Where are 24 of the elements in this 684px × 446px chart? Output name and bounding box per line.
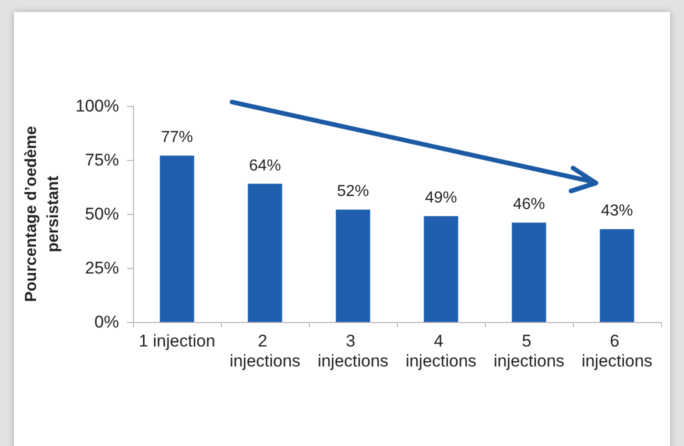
y-tick-label: 75% (84, 150, 119, 170)
bar (336, 210, 370, 322)
y-tick-label: 25% (84, 258, 119, 278)
x-tick-label: 2 injections (230, 332, 300, 370)
x-tick-label: 5 injections (494, 332, 564, 370)
data-label: 64% (248, 157, 282, 174)
bar (160, 156, 194, 322)
y-axis-title: Pourcentage d’oedème persistant (23, 126, 62, 302)
y-tick-label: 0% (94, 312, 119, 332)
data-label: 43% (600, 202, 634, 220)
bar (512, 222, 546, 322)
y-tick-label: 100% (76, 96, 119, 116)
x-tick-label: 6 injections (582, 332, 652, 370)
data-label: 46% (512, 196, 546, 214)
data-label: 49% (424, 190, 458, 207)
bar (248, 184, 282, 322)
data-label: 52% (336, 183, 370, 200)
x-tick-label: 4 injections (406, 332, 476, 370)
y-tick-label: 50% (84, 204, 119, 224)
bar (424, 216, 458, 322)
bar (600, 229, 634, 322)
data-label: 77% (160, 129, 194, 146)
x-tick-label: 1 injection (138, 332, 216, 350)
x-tick-label: 3 injections (318, 332, 388, 370)
